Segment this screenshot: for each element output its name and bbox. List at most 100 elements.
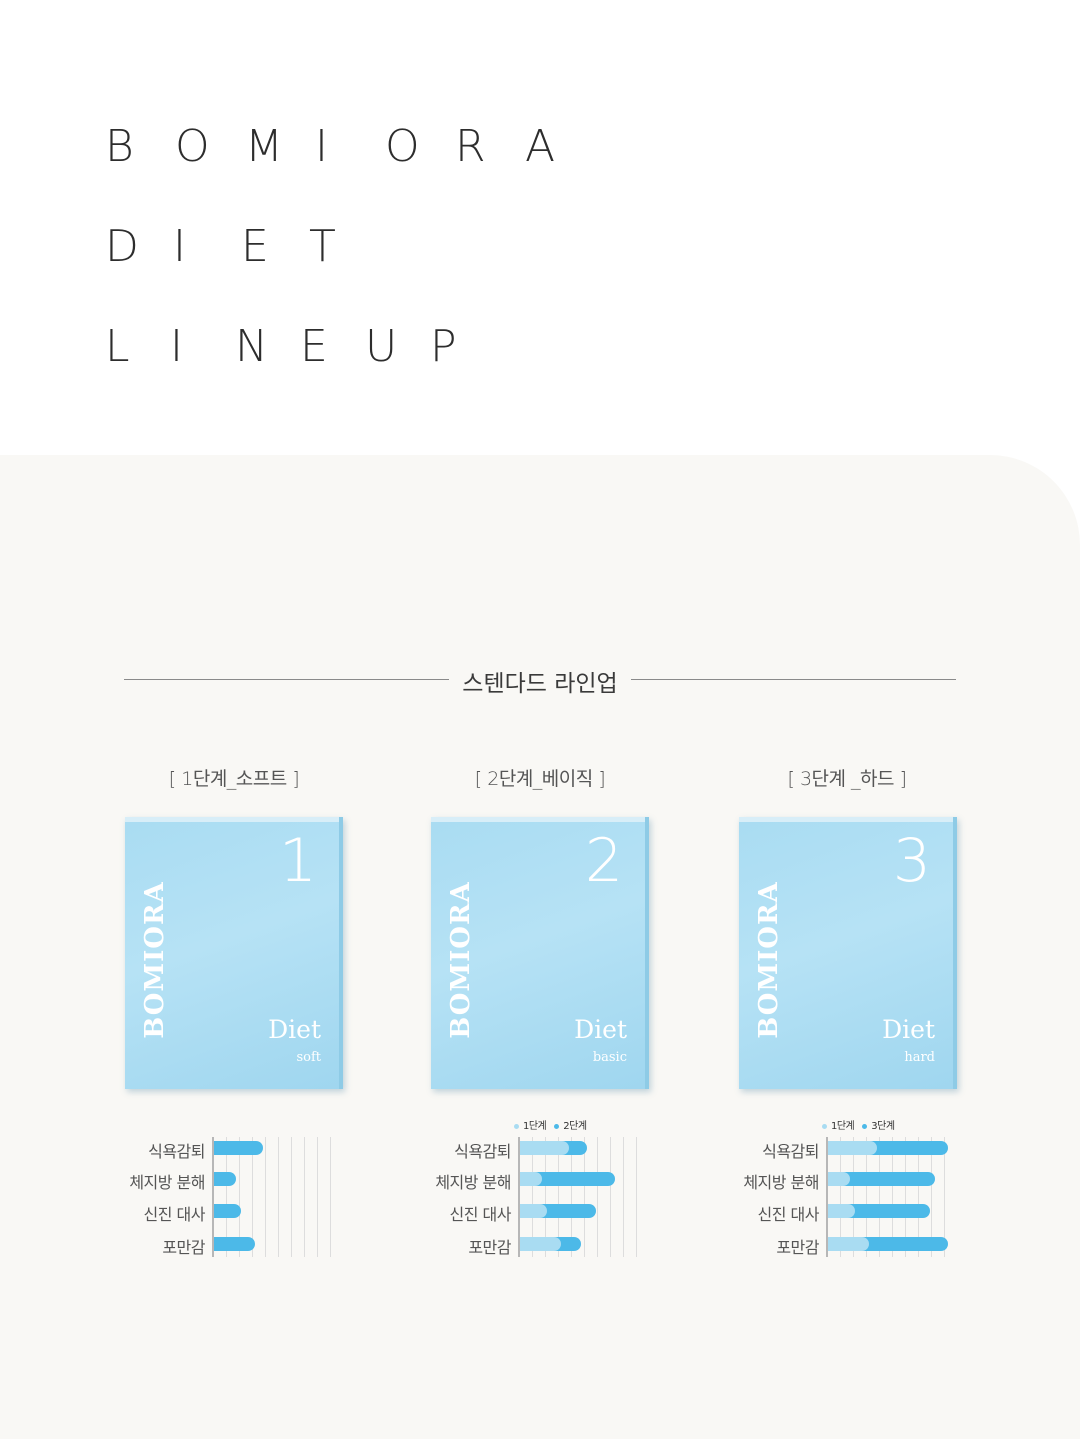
box-number: 3 xyxy=(892,826,931,896)
box-diet: Diet xyxy=(574,1015,627,1044)
hero-letter: R xyxy=(455,121,486,172)
hero-letter: E xyxy=(300,321,328,372)
category-label: 체지방 분해 xyxy=(129,1173,205,1192)
bar-mark-series-1 xyxy=(520,1204,547,1218)
category-label: 포만감 xyxy=(776,1238,819,1257)
box-number: 2 xyxy=(584,826,623,896)
bar-mark xyxy=(214,1141,263,1155)
legend-item: 2단계 xyxy=(554,1121,587,1132)
box-diet: Diet xyxy=(882,1015,935,1044)
chart-row: 신진 대사 xyxy=(429,1204,659,1224)
legend-label: 1단계 xyxy=(523,1121,547,1132)
bar-mark xyxy=(214,1172,236,1186)
section-title: 스텐다드 라인업 xyxy=(462,671,618,697)
hero-letter: I xyxy=(315,121,328,172)
bar-mark-series-1 xyxy=(828,1172,850,1186)
bar-mark-series-1 xyxy=(828,1204,855,1218)
chart-row: 포만감 xyxy=(737,1237,967,1257)
legend-label: 2단계 xyxy=(563,1121,587,1132)
hero-letter: I xyxy=(170,321,183,372)
hero-letter: T xyxy=(309,221,336,272)
chart-row: 포만감 xyxy=(429,1237,659,1257)
legend-item: 1단계 xyxy=(822,1121,855,1132)
product-card-3: [ 3단계 _하드 ] BOMIORA 3 Diet hard xyxy=(727,765,967,1089)
bar-mark-series-1 xyxy=(520,1237,561,1251)
chart-row: 식욕감퇴 xyxy=(429,1141,659,1161)
hero-letter: P xyxy=(430,321,457,372)
legend-label: 1단계 xyxy=(831,1121,855,1132)
category-label: 체지방 분해 xyxy=(435,1173,511,1192)
chart-row: 식욕감퇴 xyxy=(737,1141,967,1161)
chart-grid xyxy=(518,1137,644,1257)
hero-letter: M xyxy=(245,121,283,172)
box-sub: soft xyxy=(296,1050,321,1065)
product-card-2: [ 2단계_베이직 ] BOMIORA 2 Diet basic xyxy=(420,765,660,1089)
category-label: 포만감 xyxy=(162,1238,205,1257)
bar-mark-series-2 xyxy=(828,1172,935,1186)
category-label: 식욕감퇴 xyxy=(762,1142,819,1161)
category-label: 신진 대사 xyxy=(449,1205,512,1224)
hero-letter: L xyxy=(105,321,130,372)
section-header: 스텐다드 라인업 xyxy=(124,662,956,697)
box-brand: BOMIORA xyxy=(140,881,170,1039)
legend-dot xyxy=(554,1123,560,1129)
bar-mark xyxy=(214,1204,241,1218)
bar-mark-series-1 xyxy=(520,1141,569,1155)
chart-row: 체지방 분해 xyxy=(737,1172,967,1192)
bar-mark-series-1 xyxy=(520,1172,542,1186)
hero-letter: B xyxy=(105,121,134,172)
hero-letter: U xyxy=(365,321,398,372)
box-brand: BOMIORA xyxy=(754,881,784,1039)
bar-mark xyxy=(214,1237,255,1251)
hero-letter: O xyxy=(175,121,210,172)
legend-dot xyxy=(514,1123,519,1129)
bar-mark-series-1 xyxy=(828,1141,877,1155)
product-box-image: BOMIORA 3 Diet hard xyxy=(739,817,957,1089)
box-diet: Diet xyxy=(268,1015,321,1044)
category-label: 신진 대사 xyxy=(757,1205,820,1224)
category-label: 포만감 xyxy=(468,1238,511,1257)
hero-letter: N xyxy=(235,321,268,372)
chart-row: 신진 대사 xyxy=(737,1204,967,1224)
product-label: [ 3단계 _하드 ] xyxy=(787,768,907,790)
box-sub: hard xyxy=(904,1050,935,1065)
legend-item: 1단계 xyxy=(514,1121,547,1132)
chart-legend: 1단계 3단계 xyxy=(822,1117,903,1132)
chart-row: 체지방 분해 xyxy=(123,1172,353,1192)
divider-right xyxy=(631,679,956,680)
chart-row: 신진 대사 xyxy=(123,1204,353,1224)
product-box-image: BOMIORA 2 Diet basic xyxy=(431,817,649,1089)
category-label: 식욕감퇴 xyxy=(454,1142,511,1161)
divider-left xyxy=(124,679,449,680)
bar-mark-series-2 xyxy=(520,1172,615,1186)
hero-letter: E xyxy=(241,221,269,272)
chart-legend: 1단계 2단계 xyxy=(514,1117,595,1132)
hero-letter: I xyxy=(173,221,186,272)
category-label: 체지방 분해 xyxy=(743,1173,819,1192)
product-label: [ 2단계_베이직 ] xyxy=(474,768,606,790)
category-label: 신진 대사 xyxy=(143,1205,206,1224)
hero-letter: A xyxy=(525,121,556,172)
bar-mark-series-1 xyxy=(828,1237,869,1251)
hero-letter: O xyxy=(385,121,420,172)
chart-row: 체지방 분해 xyxy=(429,1172,659,1192)
legend-dot xyxy=(822,1123,827,1129)
product-label: [ 1단계_소프트 ] xyxy=(168,768,300,790)
box-brand: BOMIORA xyxy=(446,881,476,1039)
category-label: 식욕감퇴 xyxy=(148,1142,205,1161)
legend-item: 3단계 xyxy=(862,1121,895,1132)
hero-letter: D xyxy=(105,221,139,272)
product-card-1: [ 1단계_소프트 ] BOMIORA 1 Diet soft xyxy=(114,765,354,1089)
chart-row: 포만감 xyxy=(123,1237,353,1257)
box-number: 1 xyxy=(278,826,317,896)
box-sub: basic xyxy=(592,1050,627,1065)
chart-row: 식욕감퇴 xyxy=(123,1141,353,1161)
product-box-image: BOMIORA 1 Diet soft xyxy=(125,817,343,1089)
